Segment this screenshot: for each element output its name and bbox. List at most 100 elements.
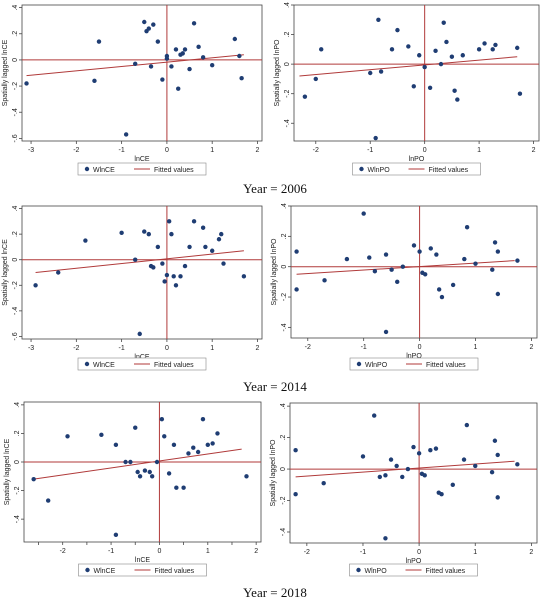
data-point (221, 261, 226, 266)
data-point (200, 225, 206, 230)
x-tick-label: -2 (305, 344, 311, 351)
x-tick-label: -3 (28, 147, 34, 154)
data-point (490, 47, 495, 52)
data-point (174, 485, 179, 490)
data-point (473, 463, 478, 469)
y-tick-label: -.4 (281, 323, 288, 331)
legend-point-marker (84, 361, 90, 367)
data-point (495, 249, 501, 254)
data-point (187, 66, 192, 72)
data-point (96, 39, 102, 44)
data-point (133, 425, 138, 430)
x-tick-label: 0 (165, 345, 169, 352)
data-point (148, 64, 154, 69)
legend-label-points: WlnPO (365, 568, 388, 575)
data-point (149, 474, 155, 479)
x-axis-label: lnCE (134, 354, 150, 361)
data-point (191, 21, 197, 26)
legend-label-fit: Fitted values (426, 568, 466, 575)
data-point (195, 449, 201, 455)
data-point (294, 249, 299, 254)
data-point (196, 44, 201, 50)
data-point (388, 457, 394, 462)
data-point (146, 26, 151, 31)
data-point (155, 39, 161, 44)
data-point (173, 47, 179, 52)
data-point (493, 42, 498, 48)
data-point (344, 256, 350, 262)
x-tick-label: 2 (532, 147, 536, 154)
x-tick-label: 1 (474, 344, 478, 351)
data-point (133, 61, 138, 67)
data-point (244, 474, 249, 479)
data-point (492, 438, 498, 443)
scatter-panel-6: -2 -1 0 1 2 -.4 -.2 0 .2 .4 lnPO Spatially lagged l… (270, 402, 538, 577)
data-point (239, 76, 244, 81)
scatter-panel-4: -2 -1 0 1 2 -.4 -.2 0 .2 .4 lnPO Spatially lagged l… (271, 203, 538, 371)
data-point (166, 219, 172, 224)
data-point (482, 41, 487, 46)
plot-frame (21, 205, 263, 340)
data-point (182, 47, 188, 52)
x-tick-label: 0 (423, 147, 427, 154)
data-point (400, 474, 405, 480)
y-axis-label: Spatially lagged lnPO (274, 39, 281, 106)
data-point (113, 442, 119, 448)
y-tick-label: -.2 (12, 82, 19, 90)
y-tick-label: 0 (280, 467, 287, 471)
data-point (151, 265, 156, 270)
data-point (439, 492, 444, 497)
data-point (241, 274, 247, 279)
data-point (461, 457, 467, 462)
x-tick-label: -2 (304, 549, 310, 556)
data-point (119, 230, 124, 236)
data-point (439, 294, 445, 300)
data-point (162, 279, 167, 284)
y-tick-label: .4 (280, 403, 287, 409)
y-tick-label: 0 (281, 265, 288, 269)
data-point (428, 246, 433, 251)
data-point (433, 446, 439, 451)
x-axis-label: lnPO (406, 558, 422, 565)
y-tick-label: 0 (284, 62, 291, 66)
data-point (294, 287, 299, 292)
y-tick-label: .4 (281, 203, 288, 209)
data-point (360, 454, 366, 459)
data-point (376, 17, 381, 22)
data-point (395, 27, 400, 33)
data-point (56, 270, 61, 275)
data-point (302, 94, 308, 99)
y-tick-label: -.2 (281, 293, 288, 301)
data-point (367, 255, 372, 260)
legend-label-points: WlnPO (368, 167, 391, 174)
legend-label-points: WlnCE (93, 167, 115, 174)
y-tick-label: -.2 (280, 496, 287, 504)
data-point (383, 252, 389, 257)
y-tick-label: .2 (14, 430, 21, 436)
data-point (361, 211, 366, 216)
x-axis-label: lnCE (134, 156, 150, 163)
x-axis-label: lnPO (409, 156, 425, 163)
x-tick-label: -1 (119, 345, 125, 352)
y-tick-label: 0 (12, 58, 19, 62)
y-tick-label: -.6 (12, 134, 19, 142)
data-point (515, 45, 520, 51)
year-caption-2014: Year = 2014 (243, 379, 307, 394)
data-point (373, 135, 378, 141)
data-point (99, 432, 104, 438)
y-tick-label: -.2 (14, 486, 21, 494)
fitted-line (295, 460, 515, 478)
data-point (24, 81, 29, 86)
plot-frame (290, 205, 538, 339)
data-point (389, 267, 394, 272)
data-point (441, 20, 446, 25)
legend-label-points: WlnPO (365, 362, 388, 369)
y-axis-label: Spatially lagged lnPO (271, 238, 278, 305)
legend-label-fit: Fitted values (155, 568, 195, 575)
data-point (142, 19, 147, 25)
plot-frame (21, 4, 263, 142)
x-tick-label: -1 (367, 147, 373, 154)
data-point (489, 470, 495, 475)
y-tick-label: -.4 (12, 307, 19, 315)
